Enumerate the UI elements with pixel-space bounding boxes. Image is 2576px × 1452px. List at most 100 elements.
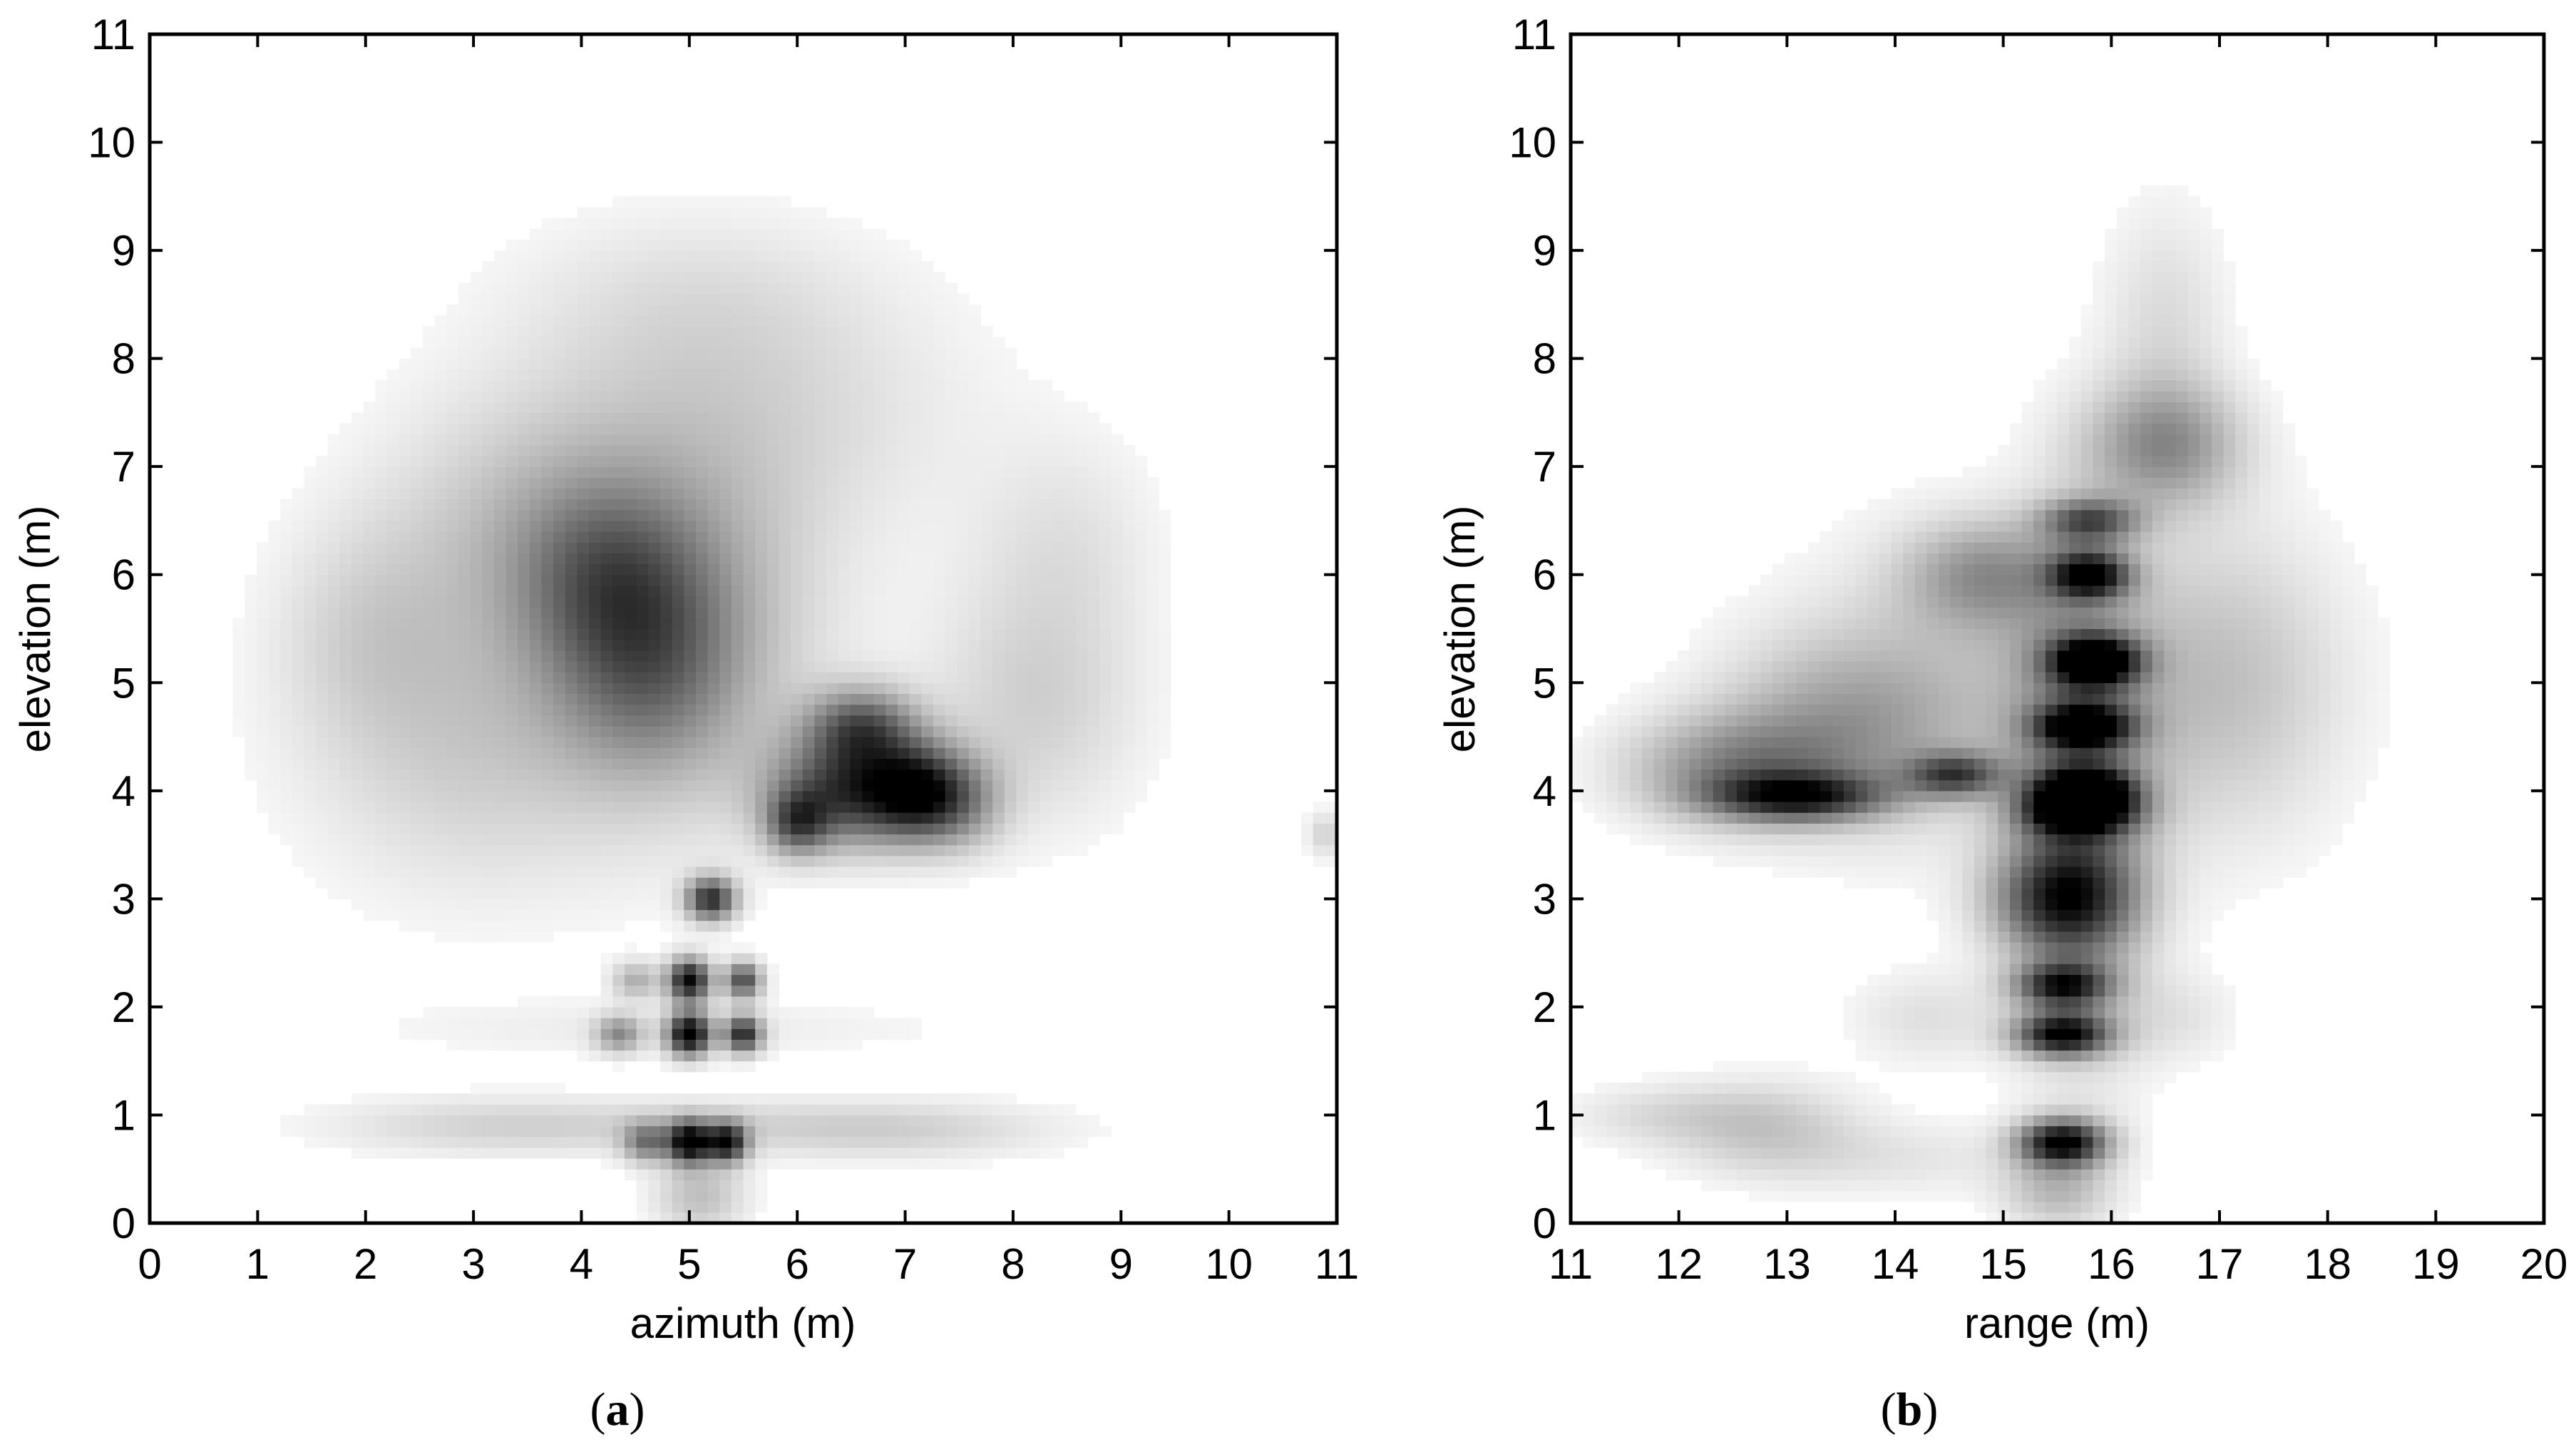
heat-cell <box>493 650 507 662</box>
heat-cell <box>493 520 507 532</box>
heat-cell <box>529 650 543 662</box>
heat-cell <box>422 553 436 565</box>
heat-cell <box>518 304 530 316</box>
heat-cell <box>518 660 530 673</box>
heat-cell <box>814 607 827 618</box>
heat-cell <box>636 282 649 295</box>
heat-cell <box>945 347 958 359</box>
heat-cell <box>493 758 507 770</box>
heat-cell <box>921 347 934 359</box>
heat-cell <box>577 326 590 337</box>
heat-cell <box>1075 509 1088 521</box>
heat-cell <box>541 607 554 618</box>
heat-cell <box>766 1147 780 1159</box>
heat-cell <box>886 531 898 543</box>
heat-cell <box>921 877 934 889</box>
heat-cell <box>968 358 982 370</box>
heat-cell <box>921 379 934 392</box>
heat-cell <box>411 1018 424 1029</box>
heat-cell <box>506 607 518 618</box>
heat-cell <box>636 434 649 446</box>
heat-cell <box>280 737 293 748</box>
heat-cell <box>743 639 756 651</box>
heat-cell <box>387 412 400 424</box>
heat-cell <box>577 888 590 899</box>
heat-cell <box>672 693 684 705</box>
heat-cell <box>1075 596 1088 608</box>
heat-cell <box>589 293 602 305</box>
heat-cell <box>957 337 970 349</box>
heat-cell <box>493 909 507 921</box>
heat-cell <box>873 672 886 683</box>
heat-cell <box>387 737 400 748</box>
heat-cell <box>684 1136 697 1148</box>
heat-cell <box>791 650 804 662</box>
heat-cell <box>600 553 613 565</box>
heat-cell <box>1052 553 1064 565</box>
heat-cell <box>933 618 946 630</box>
heat-cell <box>909 412 922 424</box>
heat-cell <box>612 402 625 413</box>
heat-cell <box>1028 466 1041 478</box>
heat-cell <box>814 434 827 446</box>
heat-cell <box>482 801 495 813</box>
heat-cell <box>387 801 400 813</box>
heat-cell <box>873 347 886 359</box>
heat-cell <box>814 218 827 230</box>
heat-cell <box>589 834 602 846</box>
heat-cell <box>482 1028 495 1040</box>
heat-cell <box>268 801 281 813</box>
heat-cell <box>625 239 637 251</box>
heat-cell <box>873 520 886 532</box>
heat-cell <box>589 779 602 792</box>
heat-cell <box>684 672 697 683</box>
heat-cell <box>446 1039 459 1051</box>
heat-cell <box>933 628 946 640</box>
heat-cell <box>648 520 661 532</box>
heat-cell <box>506 337 518 349</box>
heat-cell <box>1075 423 1088 435</box>
heat-cell <box>636 261 649 272</box>
heat-cell <box>458 715 471 727</box>
heat-cell <box>909 1104 922 1116</box>
heat-cell <box>873 1136 886 1148</box>
heat-cell <box>660 553 673 565</box>
heat-cell <box>577 737 590 748</box>
heat-cell <box>945 423 958 435</box>
heat-cell <box>1016 650 1029 662</box>
heat-cell <box>245 704 257 716</box>
heat-cell <box>921 488 934 500</box>
heat-cell <box>351 628 364 640</box>
heat-cell <box>339 1115 352 1127</box>
heat-cell <box>660 326 673 337</box>
heat-cell <box>814 618 827 630</box>
heat-cell <box>316 553 329 565</box>
heat-cell <box>518 272 530 284</box>
heat-cell <box>565 282 578 295</box>
heat-cell <box>1146 672 1159 683</box>
heat-cell <box>612 488 625 500</box>
heat-cell <box>292 801 305 813</box>
heat-cell <box>791 293 804 305</box>
heat-cell <box>518 769 530 781</box>
heat-cell <box>707 715 720 727</box>
heat-cell <box>672 250 684 262</box>
heat-cell <box>933 747 946 759</box>
heat-cell <box>802 228 815 240</box>
heat-cell <box>1087 596 1100 608</box>
heat-cell <box>850 704 863 716</box>
heat-cell <box>802 553 815 565</box>
heat-cell <box>684 618 697 630</box>
heat-cell <box>766 650 780 662</box>
heat-cell <box>529 1028 543 1040</box>
heat-cell <box>565 444 578 456</box>
heat-cell <box>446 650 459 662</box>
heat-cell <box>980 704 993 716</box>
heat-cell <box>375 823 388 835</box>
heat-cell <box>862 369 875 381</box>
heat-cell <box>921 1136 934 1148</box>
heat-cell <box>921 855 934 867</box>
heat-cell <box>814 639 827 651</box>
heat-cell <box>541 790 554 802</box>
heat-cell <box>375 434 388 446</box>
